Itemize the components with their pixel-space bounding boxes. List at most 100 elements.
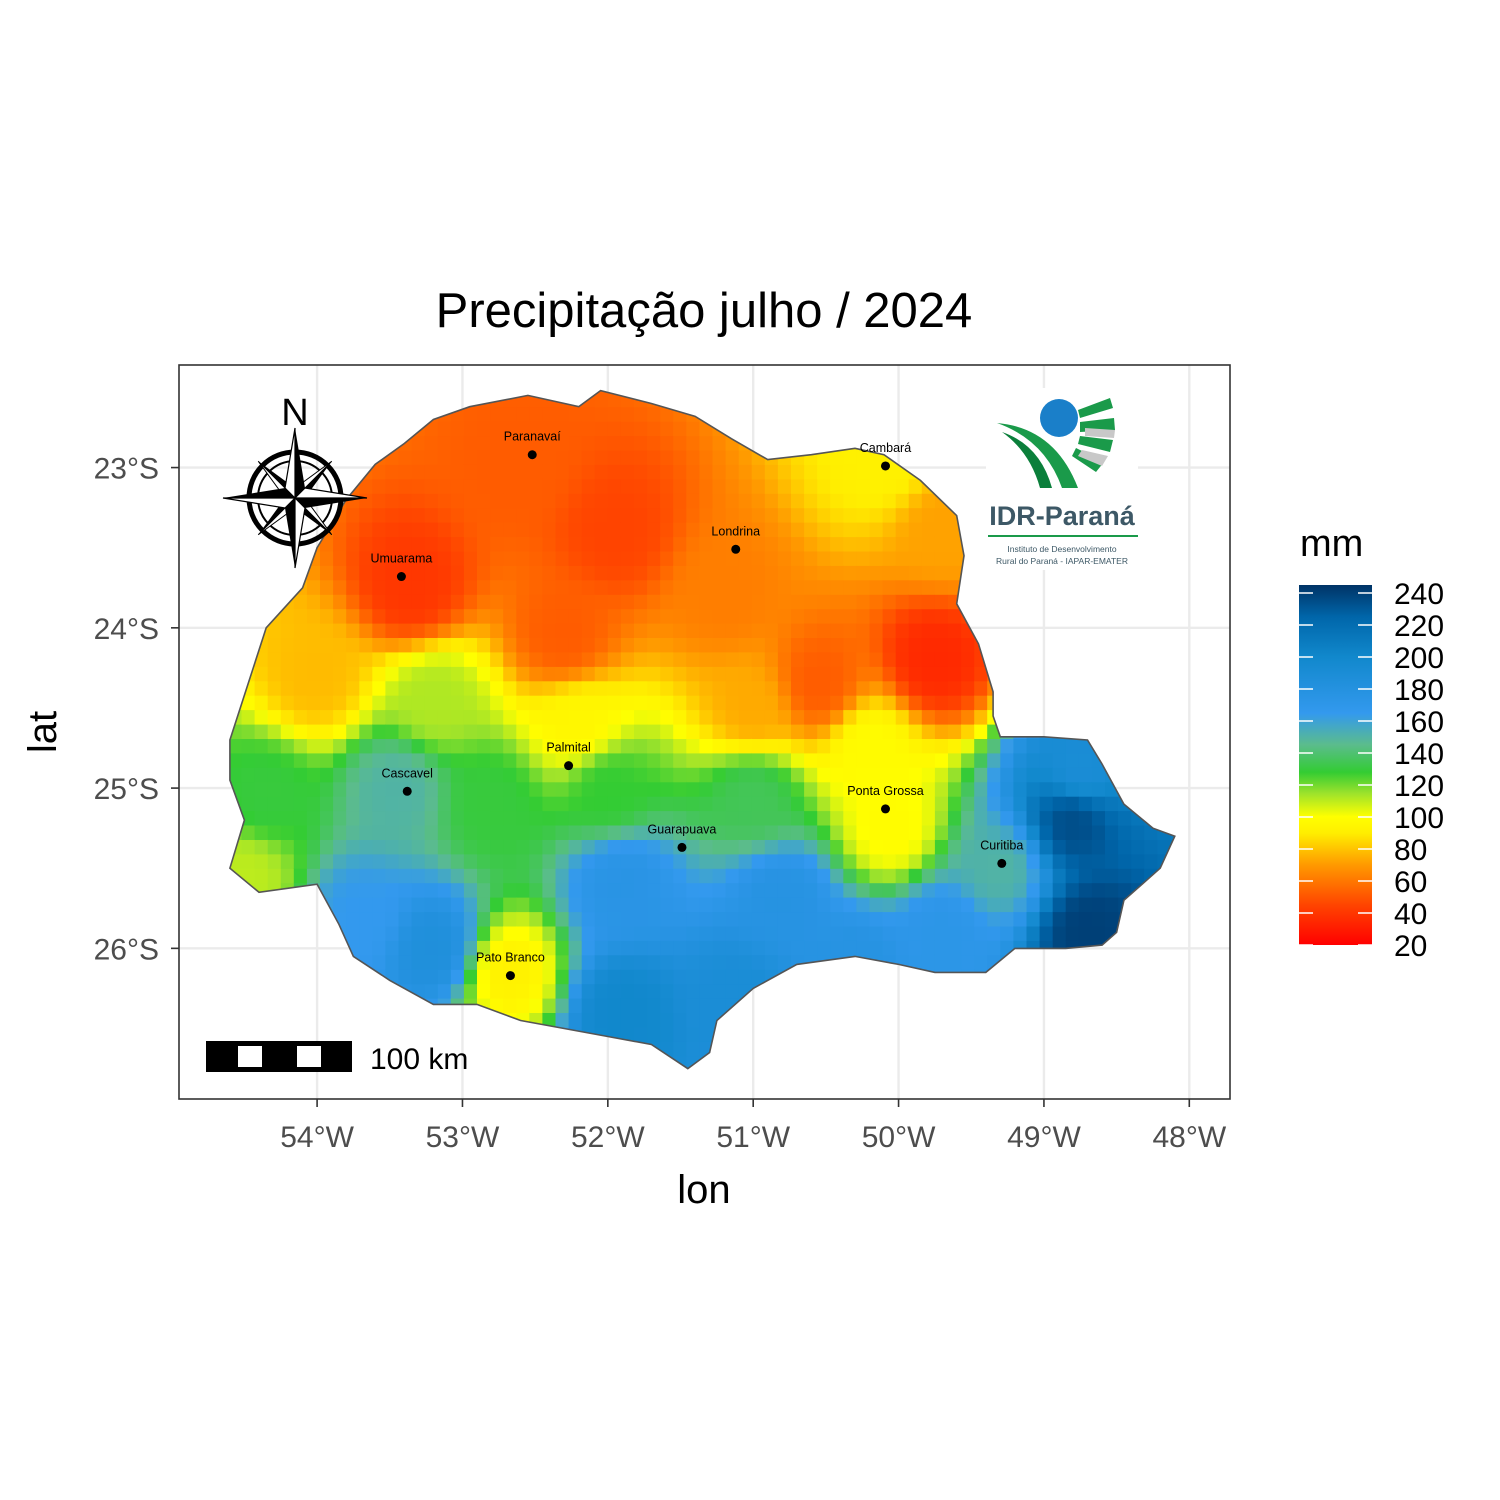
raster-cell <box>882 825 897 840</box>
raster-cell <box>529 594 543 610</box>
raster-cell <box>908 623 923 638</box>
raster-cell <box>895 911 910 927</box>
raster-cell <box>594 594 609 610</box>
raster-cell <box>463 868 478 884</box>
raster-cell <box>437 709 452 725</box>
raster-cell <box>359 478 373 494</box>
raster-cell <box>411 651 426 667</box>
raster-cell <box>869 507 884 523</box>
raster-cell <box>804 550 818 566</box>
raster-cell <box>346 565 360 581</box>
y-tick-label: 25°S <box>94 773 159 806</box>
raster-cell <box>542 522 557 538</box>
raster-cell <box>450 752 465 768</box>
raster-cell <box>856 911 871 927</box>
raster-cell <box>699 608 714 624</box>
raster-cell <box>895 608 910 624</box>
raster-cell <box>254 796 269 812</box>
raster-cell <box>869 925 884 941</box>
raster-cell <box>751 623 766 638</box>
raster-cell <box>817 839 831 855</box>
raster-cell <box>581 911 596 927</box>
raster-cell <box>791 897 805 913</box>
raster-cell <box>594 493 609 509</box>
raster-cell <box>660 666 674 682</box>
raster-cell <box>280 738 295 754</box>
raster-cell <box>267 680 282 696</box>
raster-cell <box>895 940 910 956</box>
raster-cell <box>424 767 439 783</box>
raster-cell <box>673 796 687 812</box>
raster-cell <box>948 724 962 739</box>
raster-cell <box>424 579 439 595</box>
raster-cell <box>424 680 439 696</box>
raster-cell <box>634 825 648 840</box>
raster-cell <box>516 940 530 956</box>
legend-tick-label: 20 <box>1394 930 1427 963</box>
raster-cell <box>437 983 452 999</box>
raster-cell <box>490 839 504 855</box>
raster-cell <box>503 998 517 1013</box>
raster-cell <box>503 608 517 624</box>
raster-cell <box>490 983 504 999</box>
x-tick-label: 48°W <box>1152 1121 1226 1154</box>
raster-cell <box>450 536 465 552</box>
raster-cell <box>869 767 884 783</box>
raster-cell <box>503 767 517 783</box>
raster-cell <box>411 954 426 970</box>
raster-cell <box>634 449 648 465</box>
raster-cell <box>725 983 740 999</box>
raster-cell <box>620 868 635 884</box>
raster-cell <box>751 882 766 898</box>
raster-cell <box>607 435 622 451</box>
raster-cell <box>974 796 988 812</box>
raster-cell <box>581 796 596 812</box>
raster-cell <box>333 752 347 768</box>
raster-cell <box>450 651 465 667</box>
raster-cell <box>463 651 478 667</box>
raster-cell <box>594 868 609 884</box>
raster-cell <box>359 507 373 523</box>
raster-cell <box>398 608 413 624</box>
raster-cell <box>516 623 530 638</box>
raster-cell <box>673 637 687 653</box>
raster-cell <box>542 983 557 999</box>
raster-cell <box>712 608 727 624</box>
raster-cell <box>372 493 386 509</box>
raster-cell <box>843 767 857 783</box>
raster-cell <box>987 882 1001 898</box>
raster-cell <box>974 954 988 970</box>
raster-cell <box>882 651 897 667</box>
raster-cell <box>477 550 491 566</box>
raster-cell <box>634 695 648 711</box>
x-axis-title: lon <box>677 1168 730 1212</box>
raster-cell <box>751 781 766 797</box>
raster-cell <box>516 709 530 725</box>
raster-cell <box>437 695 452 711</box>
raster-cell <box>450 550 465 566</box>
raster-cell <box>306 608 321 624</box>
raster-cell <box>490 637 504 653</box>
raster-cell <box>490 536 504 552</box>
raster-cell <box>921 868 936 884</box>
raster-cell <box>542 969 557 985</box>
raster-cell <box>607 695 622 711</box>
raster-cell <box>791 853 805 869</box>
raster-cell <box>477 478 491 494</box>
raster-cell <box>450 680 465 696</box>
raster-cell <box>620 536 635 552</box>
raster-cell <box>398 969 413 985</box>
raster-cell <box>647 853 661 869</box>
raster-cell <box>660 897 674 913</box>
raster-cell <box>974 897 988 913</box>
raster-cell <box>804 839 818 855</box>
raster-cell <box>712 666 727 682</box>
raster-cell <box>306 594 321 610</box>
raster-cell <box>934 651 949 667</box>
raster-cell <box>1052 810 1067 826</box>
raster-cell <box>581 724 596 739</box>
raster-cell <box>699 579 714 595</box>
raster-cell <box>647 796 661 812</box>
raster-cell <box>385 623 400 638</box>
raster-cell <box>542 767 557 783</box>
